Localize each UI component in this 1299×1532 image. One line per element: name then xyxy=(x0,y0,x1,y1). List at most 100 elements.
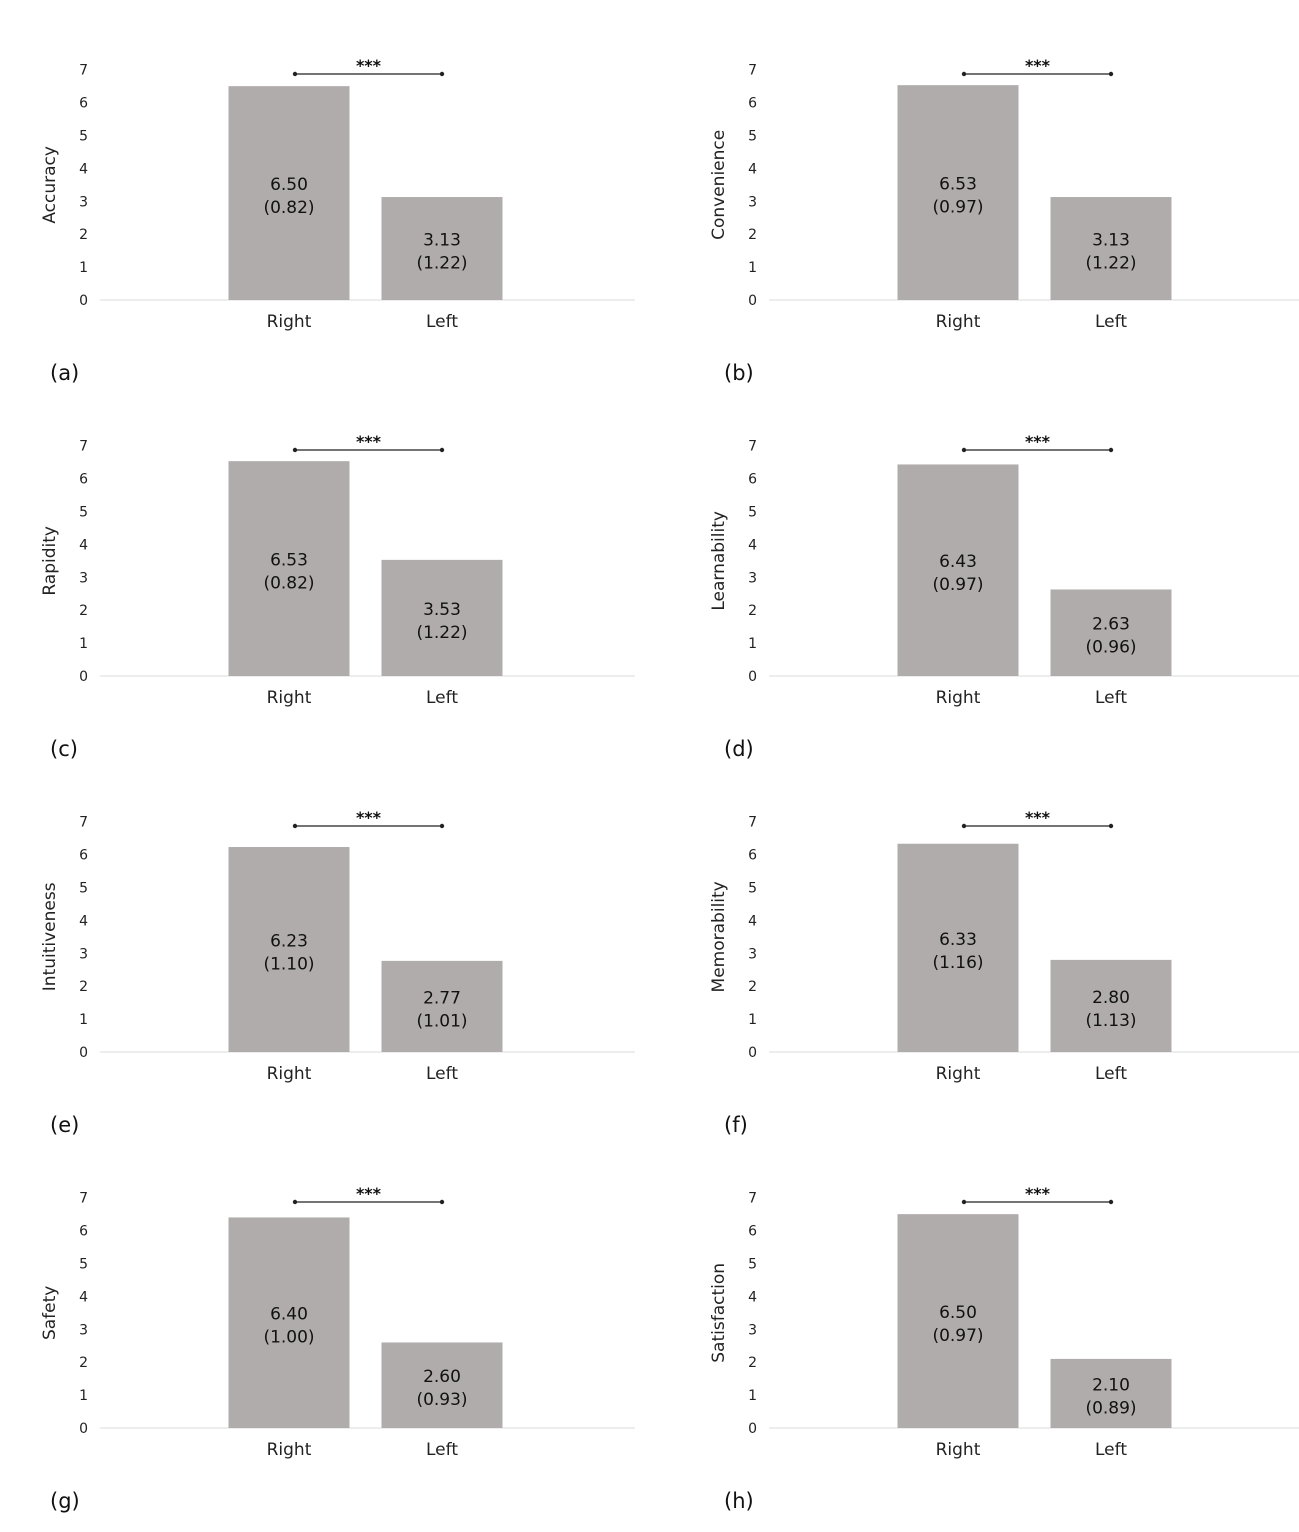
bar-left xyxy=(1050,1358,1172,1428)
significance-endpoint xyxy=(1108,71,1114,77)
y-axis-label: Rapidity xyxy=(40,526,60,596)
bar-chart: 0 1 2 3 4 5 6 7 Convenience 6.53 (0.97) Right 3.13 (1… xyxy=(709,56,1299,332)
chart-panel: 0 1 2 3 4 5 6 7 Satisfaction 6.50 (0.97) Right 2.10 (… xyxy=(669,1128,1299,1513)
y-axis-label: Satisfaction xyxy=(709,1263,729,1363)
y-tick-label: 3 xyxy=(748,570,757,586)
data-label-mean: 2.63 xyxy=(1092,615,1130,635)
y-tick-label: 4 xyxy=(79,1289,88,1305)
significance-endpoint xyxy=(439,447,445,453)
data-label-sd: (1.22) xyxy=(1085,254,1136,274)
y-tick-label: 7 xyxy=(79,1191,88,1207)
panel-label: (a) xyxy=(50,361,80,385)
bar-left xyxy=(381,197,503,300)
y-tick-label: 7 xyxy=(748,1191,757,1207)
panel-label: (d) xyxy=(724,737,754,761)
bar-left xyxy=(381,1342,503,1428)
panel-label: (g) xyxy=(50,1489,80,1513)
data-label-sd: (0.97) xyxy=(932,1326,983,1346)
y-tick-label: 0 xyxy=(79,669,88,685)
data-label-mean: 2.77 xyxy=(423,988,461,1008)
data-label-sd: (1.22) xyxy=(416,254,467,274)
chart-panel: 0 1 2 3 4 5 6 7 Safety 6.40 (1.00) Right 2.60 (0.93) L… xyxy=(0,1128,650,1513)
y-tick-label: 7 xyxy=(748,439,757,455)
y-axis-label: Learnability xyxy=(709,511,729,611)
y-axis-label: Accuracy xyxy=(40,146,60,224)
x-category-label: Right xyxy=(936,688,981,708)
x-category-label: Right xyxy=(267,1064,312,1084)
x-category-label: Left xyxy=(1095,1440,1127,1460)
y-tick-label: 2 xyxy=(748,979,757,995)
y-tick-label: 0 xyxy=(748,293,757,309)
y-axis-label: Memorability xyxy=(709,881,729,992)
y-tick-label: 1 xyxy=(748,636,757,652)
y-tick-label: 3 xyxy=(79,194,88,210)
data-label-sd: (0.97) xyxy=(932,575,983,595)
y-tick-label: 6 xyxy=(748,472,757,488)
y-axis-label: Convenience xyxy=(709,130,729,240)
data-label-mean: 6.53 xyxy=(270,551,308,571)
y-axis-label: Intuitiveness xyxy=(40,882,60,991)
bar-chart: 0 1 2 3 4 5 6 7 Learnability 6.43 (0.97) Right 2.63 (… xyxy=(709,432,1299,708)
x-category-label: Left xyxy=(426,312,458,332)
x-category-label: Right xyxy=(936,1064,981,1084)
y-tick-label: 5 xyxy=(748,881,757,897)
data-label-sd: (0.82) xyxy=(263,198,314,218)
data-label-sd: (0.96) xyxy=(1085,638,1136,658)
significance-endpoint xyxy=(292,823,298,829)
y-tick-label: 2 xyxy=(748,603,757,619)
chart-panel: 0 1 2 3 4 5 6 7 Memorability 6.33 (1.16) Right 2.80 (… xyxy=(669,752,1299,1137)
data-label-mean: 2.80 xyxy=(1092,988,1130,1008)
data-label-mean: 2.60 xyxy=(423,1367,461,1387)
y-tick-label: 6 xyxy=(79,848,88,864)
data-label-mean: 6.40 xyxy=(270,1305,308,1325)
bar-chart: 0 1 2 3 4 5 6 7 Memorability 6.33 (1.16) Right 2.80 (… xyxy=(709,808,1299,1084)
significance-label: *** xyxy=(356,1184,382,1203)
bar-left xyxy=(1050,959,1172,1052)
y-tick-label: 5 xyxy=(748,505,757,521)
y-tick-label: 3 xyxy=(79,570,88,586)
x-category-label: Left xyxy=(426,1064,458,1084)
panel-label: (c) xyxy=(50,737,78,761)
y-tick-label: 7 xyxy=(79,63,88,79)
data-label-mean: 6.23 xyxy=(270,932,308,952)
data-label-mean: 6.43 xyxy=(939,552,977,572)
x-category-label: Left xyxy=(1095,688,1127,708)
data-label-mean: 3.13 xyxy=(423,231,461,251)
bar-right xyxy=(897,1214,1019,1428)
significance-label: *** xyxy=(356,808,382,827)
significance-endpoint xyxy=(439,1199,445,1205)
y-tick-label: 7 xyxy=(79,439,88,455)
data-label-mean: 6.33 xyxy=(939,930,977,950)
data-label-sd: (1.01) xyxy=(416,1011,467,1031)
y-tick-label: 3 xyxy=(79,946,88,962)
significance-endpoint xyxy=(1108,823,1114,829)
bar-right xyxy=(228,86,350,301)
data-label-mean: 6.50 xyxy=(270,175,308,195)
y-tick-label: 6 xyxy=(79,1224,88,1240)
bar-left xyxy=(1050,197,1172,300)
y-tick-label: 4 xyxy=(748,537,757,553)
bar-chart: 0 1 2 3 4 5 6 7 Accuracy 6.50 (0.82) Right 3.13 (1.22… xyxy=(40,56,635,332)
significance-endpoint xyxy=(439,71,445,77)
x-category-label: Left xyxy=(1095,312,1127,332)
bar-right xyxy=(897,843,1019,1052)
x-category-label: Right xyxy=(936,1440,981,1460)
y-tick-label: 0 xyxy=(748,669,757,685)
x-category-label: Left xyxy=(426,688,458,708)
data-label-sd: (0.82) xyxy=(263,574,314,594)
bar-right xyxy=(897,85,1019,301)
y-tick-label: 4 xyxy=(748,161,757,177)
bar-left xyxy=(1050,589,1172,676)
y-tick-label: 2 xyxy=(748,227,757,243)
bar-chart: 0 1 2 3 4 5 6 7 Intuitiveness 6.23 (1.10) Right 2.77… xyxy=(40,808,635,1084)
y-tick-label: 2 xyxy=(79,1355,88,1371)
significance-label: *** xyxy=(1025,1184,1051,1203)
y-tick-label: 2 xyxy=(79,227,88,243)
significance-endpoint xyxy=(292,447,298,453)
y-tick-label: 5 xyxy=(79,881,88,897)
y-tick-label: 3 xyxy=(79,1322,88,1338)
data-label-mean: 3.13 xyxy=(1092,231,1130,251)
x-category-label: Left xyxy=(426,1440,458,1460)
data-label-sd: (1.00) xyxy=(263,1328,314,1348)
